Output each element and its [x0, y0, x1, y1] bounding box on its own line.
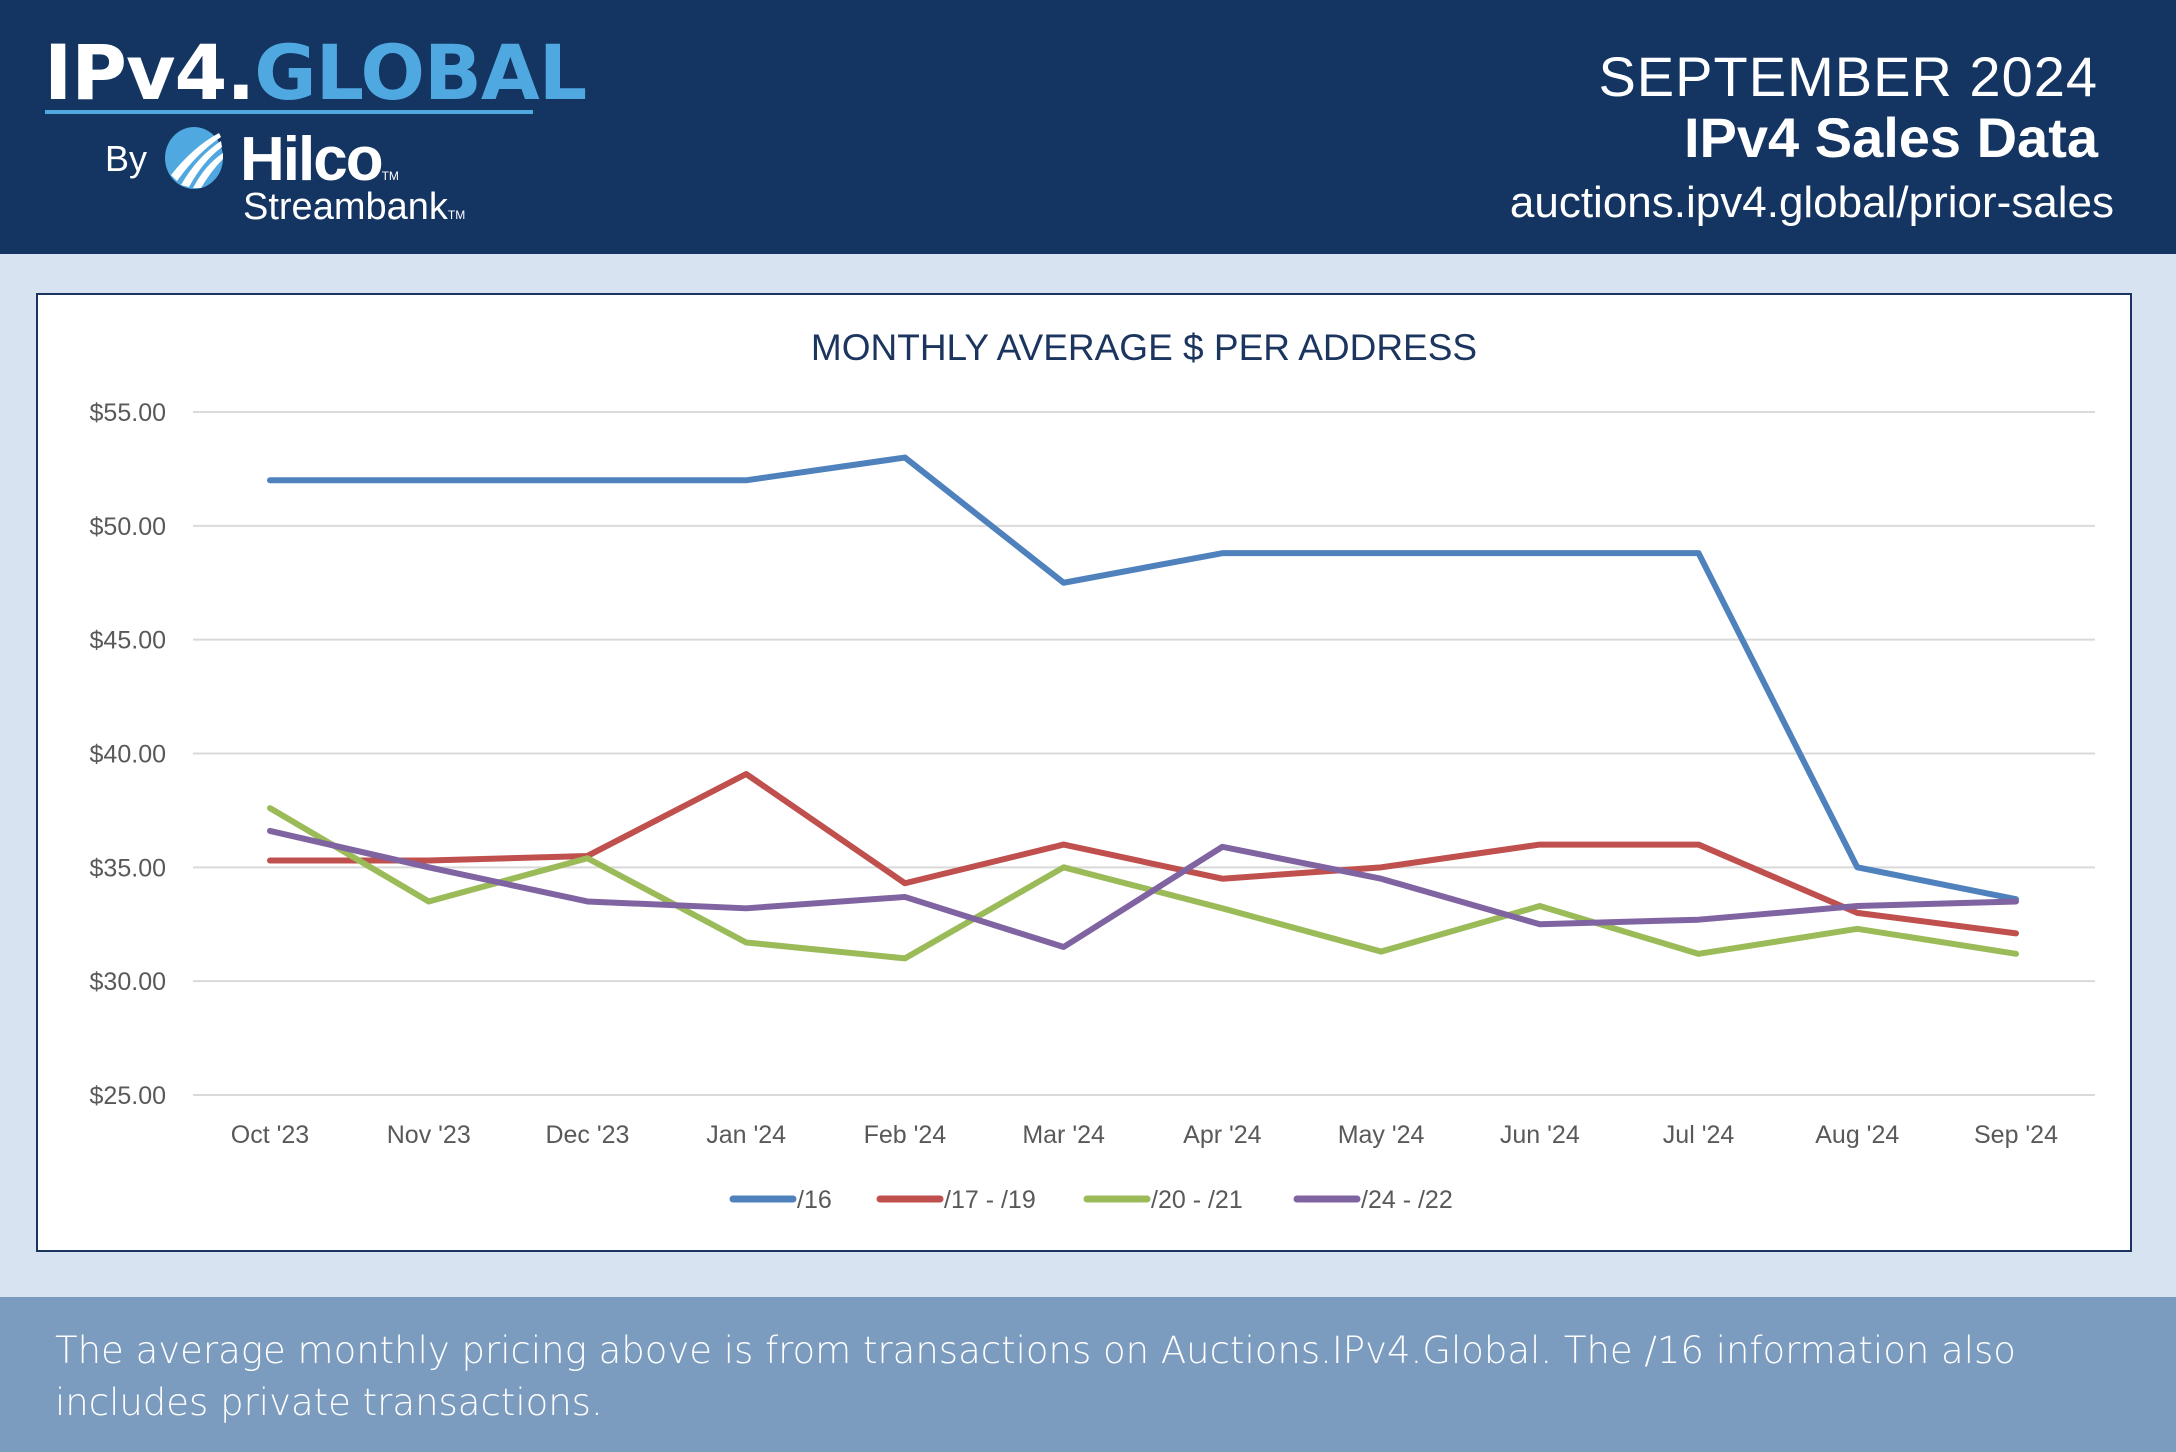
report-subtitle: IPv4 Sales Data	[1683, 106, 2098, 169]
header: IPv4.GLOBAL By HilcoTM StreambankTM SEPT…	[0, 0, 2176, 254]
logo-hilco: HilcoTM	[240, 124, 399, 195]
series-line	[267, 827, 2019, 951]
legend-label: /16	[797, 1186, 832, 1214]
hilco-text: Hilco	[240, 125, 384, 194]
x-tick-label: Sep '24	[1974, 1121, 2058, 1149]
x-tick-label: Mar '24	[1022, 1121, 1105, 1149]
series-line	[267, 454, 2019, 903]
logo-ipv4-global: IPv4.GLOBAL	[44, 28, 587, 117]
chart-container: MONTHLY AVERAGE $ PER ADDRESS $25.00 $30.0…	[36, 293, 2132, 1252]
y-tick-label: $40.00	[90, 741, 166, 769]
legend-label: /20 - /21	[1151, 1186, 1243, 1214]
x-tick-label: Nov '23	[387, 1121, 471, 1149]
x-tick-label: Feb '24	[864, 1121, 947, 1149]
y-tick-label: $30.00	[90, 968, 166, 996]
x-tick-label: Oct '23	[231, 1121, 309, 1149]
legend-label: /24 - /22	[1361, 1186, 1453, 1214]
line-chart: MONTHLY AVERAGE $ PER ADDRESS $25.00 $30.0…	[90, 327, 2095, 1214]
x-tick-label: Dec '23	[545, 1121, 629, 1149]
hilco-logo-icon	[165, 127, 223, 189]
series-line	[267, 770, 2019, 937]
y-tick-label: $50.00	[90, 513, 166, 541]
x-tick-label: Jan '24	[706, 1121, 786, 1149]
y-tick-label: $25.00	[90, 1082, 166, 1110]
chart-title: MONTHLY AVERAGE $ PER ADDRESS	[811, 327, 1477, 368]
logo-streambank: StreambankTM	[243, 186, 465, 229]
logo-text-ipv4: IPv4.	[44, 28, 255, 117]
x-tick-label: Jul '24	[1663, 1121, 1735, 1149]
tm-mark: TM	[447, 208, 466, 222]
y-tick-label: $35.00	[90, 854, 166, 882]
tm-mark: TM	[381, 169, 399, 183]
x-tick-label: Aug '24	[1815, 1121, 1899, 1149]
y-tick-label: $45.00	[90, 627, 166, 655]
x-tick-label: May '24	[1338, 1121, 1425, 1149]
footer-note: The average monthly pricing above is fro…	[0, 1297, 2176, 1452]
streambank-text: Streambank	[243, 186, 448, 228]
logo-text-global: GLOBAL	[254, 28, 587, 117]
logo-by: By	[105, 138, 148, 179]
source-url[interactable]: auctions.ipv4.global/prior-sales	[1509, 178, 2114, 227]
series-line	[267, 805, 2019, 962]
y-tick-label: $55.00	[90, 399, 166, 427]
x-tick-label: Apr '24	[1183, 1121, 1262, 1149]
report-month: SEPTEMBER 2024	[1598, 45, 2098, 108]
legend-label: /17 - /19	[944, 1186, 1036, 1214]
x-tick-label: Jun '24	[1500, 1121, 1580, 1149]
logo-underline	[45, 110, 533, 114]
